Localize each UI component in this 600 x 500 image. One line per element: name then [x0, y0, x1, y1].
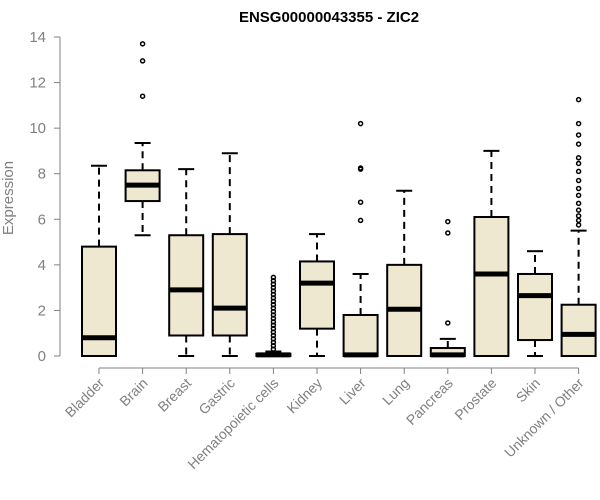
x-tick-label: Skin — [513, 375, 544, 406]
x-tick-label: Lung — [379, 375, 412, 408]
box-group — [299, 233, 335, 357]
box-iqr — [168, 234, 205, 337]
box-iqr — [560, 303, 597, 358]
outlier-point — [575, 185, 582, 192]
box-iqr — [473, 216, 510, 357]
x-tick-label: Kidney — [284, 375, 326, 417]
y-ticks: 0 2 4 6 8 10 12 14 — [29, 29, 60, 365]
y-tick-label: 8 — [38, 166, 46, 183]
x-tick-label: Prostate — [451, 375, 499, 423]
outlier-point — [575, 192, 582, 199]
outlier-point — [575, 217, 582, 224]
outlier-point — [575, 177, 582, 184]
box-iqr — [211, 233, 248, 337]
y-tick-label: 0 — [38, 348, 46, 365]
y-tick-label: 2 — [38, 302, 46, 319]
outlier-point — [575, 213, 582, 219]
x-tick-label: Gastric — [195, 375, 238, 418]
x-tick-label: Bladder — [62, 375, 108, 421]
outlier-point — [139, 41, 146, 47]
box-iqr — [517, 272, 553, 342]
box-group — [342, 120, 379, 358]
y-tick-label: 4 — [38, 257, 46, 274]
outlier-point — [357, 165, 364, 171]
box-iqr — [342, 313, 379, 358]
x-tick-label: Liver — [336, 375, 369, 408]
outlier-point — [445, 230, 451, 236]
outlier-point — [575, 200, 582, 207]
x-tick-label: Pancreas — [403, 375, 456, 428]
outlier-point — [575, 96, 582, 103]
x-tick-label: Unknown / Other — [501, 375, 587, 461]
outlier-point — [575, 120, 582, 127]
y-tick-label: 6 — [38, 211, 46, 228]
outlier-point — [575, 160, 582, 167]
box-group — [386, 189, 423, 358]
outlier-point — [139, 58, 146, 64]
outlier-point — [575, 207, 582, 213]
x-tick-label: Brain — [116, 375, 150, 409]
outlier-point — [357, 217, 364, 224]
outlier-point — [445, 320, 451, 326]
y-axis-label: Expression — [0, 161, 17, 235]
outlier-point — [357, 120, 364, 127]
box-group — [211, 152, 248, 357]
outlier-point — [575, 155, 582, 161]
box-group — [255, 274, 292, 358]
box-group — [124, 41, 161, 237]
boxes — [81, 41, 597, 358]
chart-title: ENSG00000043355 - ZIC2 — [239, 9, 419, 26]
x-tick-label: Breast — [154, 375, 194, 415]
box-group — [168, 168, 205, 357]
outlier-point — [445, 218, 451, 225]
outlier-point — [139, 93, 146, 99]
box-group — [560, 96, 597, 358]
y-tick-label: 14 — [29, 29, 46, 46]
outlier-point — [270, 274, 277, 281]
y-tick-label: 12 — [29, 75, 46, 92]
y-tick-label: 10 — [29, 120, 46, 137]
box-group — [429, 218, 466, 358]
outlier-point — [357, 199, 364, 205]
outlier-point — [575, 168, 582, 175]
outlier-point — [575, 222, 582, 228]
outlier-point — [575, 132, 582, 138]
outlier-point — [575, 141, 582, 147]
box-iqr — [299, 260, 335, 330]
box-group — [517, 250, 553, 357]
box-group — [81, 164, 117, 357]
box-group — [473, 149, 510, 357]
